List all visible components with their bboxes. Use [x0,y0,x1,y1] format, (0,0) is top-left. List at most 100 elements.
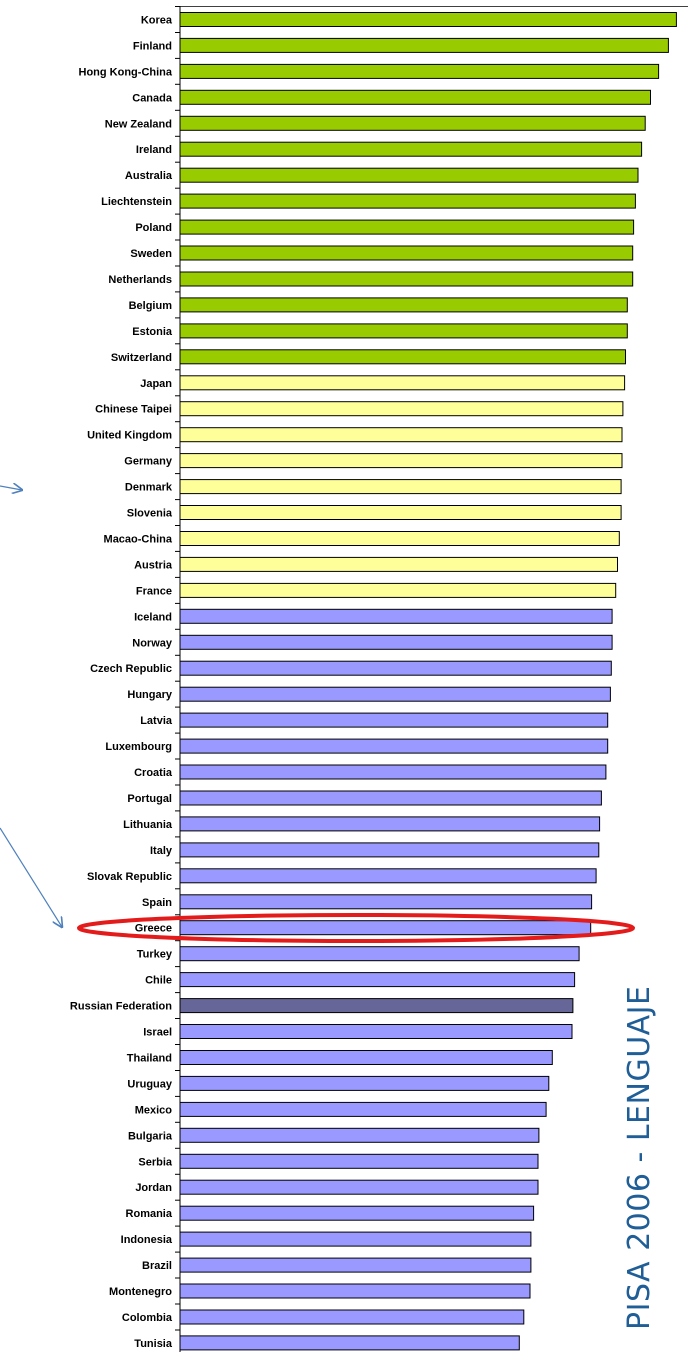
label-bulgaria: Bulgaria [128,1130,173,1142]
label-japan: Japan [140,378,172,390]
label-austria: Austria [134,559,173,571]
label-united-kingdom: United Kingdom [87,430,172,442]
label-norway: Norway [132,637,173,649]
label-lithuania: Lithuania [123,819,173,831]
label-germany: Germany [124,456,173,468]
label-uruguay: Uruguay [127,1078,173,1090]
side-title: PISA 2006 - LENGUAJE [622,985,657,1330]
bar-poland [179,219,635,235]
label-serbia: Serbia [138,1156,173,1168]
label-romania: Romania [126,1208,173,1220]
label-spain: Spain [142,897,172,909]
bar-montenegro [179,1283,531,1299]
label-latvia: Latvia [140,715,173,727]
arrow-to-chile [0,827,62,927]
bar-austria [179,556,618,572]
label-montenegro: Montenegro [109,1286,172,1298]
label-hong-kong-china: Hong Kong-China [79,66,173,78]
label-switzerland: Switzerland [111,352,172,364]
label-russian-federation: Russian Federation [70,1001,172,1013]
label-hungary: Hungary [127,689,173,701]
label-macao-china: Macao-China [104,534,173,546]
label-iceland: Iceland [134,611,172,623]
bar-chinese-taipei [179,401,624,417]
bar-iceland [179,608,613,624]
label-luxembourg: Luxembourg [105,741,172,753]
bar-luxembourg [179,738,609,754]
bar-japan [179,375,626,391]
label-new-zealand: New Zealand [105,118,172,130]
chile-highlight-ellipse [77,913,635,943]
bar-france [179,582,617,598]
label-belgium: Belgium [129,300,173,312]
bar-finland [179,37,669,53]
bar-chile [179,972,576,988]
label-chinese-taipei: Chinese Taipei [95,404,172,416]
bar-sweden [179,245,634,261]
label-estonia: Estonia [132,326,173,338]
label-tunisia: Tunisia [134,1338,173,1350]
bar-canada [179,89,651,105]
bar-hong-kong-china [179,63,660,79]
bar-denmark [179,479,622,495]
y-axis-ticks [175,6,688,1331]
bar-turkey [179,946,580,962]
label-italy: Italy [150,845,173,857]
bar-colombia [179,1309,525,1325]
label-greece: Greece [135,923,172,935]
bar-czech-republic [179,660,612,676]
label-mexico: Mexico [135,1104,173,1116]
label-thailand: Thailand [127,1053,172,1065]
label-colombia: Colombia [122,1312,173,1324]
label-liechtenstein: Liechtenstein [101,196,172,208]
bar-latvia [179,712,609,728]
label-slovenia: Slovenia [127,508,173,520]
bar-united-kingdom [179,427,623,443]
bar-italy [179,842,600,858]
label-chile: Chile [145,975,172,987]
bar-macao-china [179,531,620,546]
bar-slovenia [179,505,622,520]
bar-russian-federation [179,998,574,1014]
bar-brazil [179,1257,532,1273]
bar-croatia [179,764,607,780]
bar-indonesia [179,1231,532,1247]
label-denmark: Denmark [125,482,173,494]
bar-liechtenstein [179,193,636,209]
label-ireland: Ireland [136,144,172,156]
label-turkey: Turkey [137,949,173,961]
label-indonesia: Indonesia [121,1234,173,1246]
bar-hungary [179,686,611,702]
bars-layer [179,12,677,1351]
bar-netherlands [179,271,634,287]
bar-estonia [179,323,628,339]
label-israel: Israel [143,1027,172,1039]
bar-germany [179,453,623,469]
label-jordan: Jordan [135,1182,172,1194]
bar-portugal [179,790,602,806]
label-brazil: Brazil [142,1260,172,1272]
bar-korea [179,12,677,27]
bar-mexico [179,1101,547,1117]
bar-spain [179,894,593,910]
bar-thailand [179,1050,553,1065]
bar-greece [179,920,592,936]
label-australia: Australia [125,170,173,182]
arrow-to-denmark [0,486,22,490]
bar-new-zealand [179,115,646,131]
bar-norway [179,634,613,650]
bar-lithuania [179,816,601,832]
label-korea: Korea [141,15,173,27]
bar-ireland [179,141,643,157]
label-france: France [136,585,172,597]
bar-jordan [179,1179,539,1195]
label-sweden: Sweden [130,248,172,260]
label-czech-republic: Czech Republic [90,663,172,675]
label-finland: Finland [133,40,172,52]
bar-tunisia [179,1335,520,1351]
label-croatia: Croatia [134,767,173,779]
bar-romania [179,1205,535,1221]
bar-uruguay [179,1075,550,1091]
bar-bulgaria [179,1127,540,1143]
